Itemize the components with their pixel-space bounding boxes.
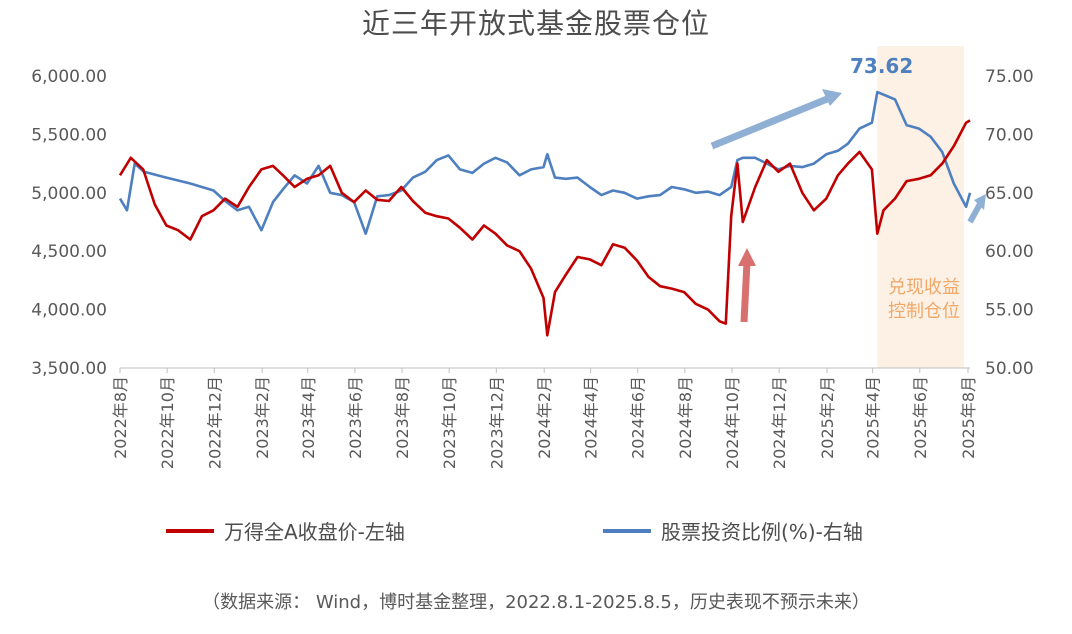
- legend-item-left: 万得全A收盘价-左轴: [166, 516, 405, 545]
- left-tick-label: 5,500.00: [31, 125, 107, 145]
- legend-label-right: 股票投资比例(%)-右轴: [661, 520, 863, 544]
- right-y-axis: 75.00 70.00 65.00 60.00 55.00 50.00: [985, 67, 1034, 379]
- x-tick-label: 2023年2月: [253, 376, 272, 459]
- x-tick-label: 2023年6月: [346, 376, 365, 459]
- trend-arrow-right-blue-head: [974, 194, 986, 210]
- x-tick-label: 2023年10月: [440, 376, 459, 469]
- left-tick-label: 5,000.00: [31, 184, 107, 204]
- x-tick-label: 2024年8月: [676, 376, 695, 459]
- left-tick-label: 4,500.00: [31, 242, 107, 262]
- source-note: （数据来源： Wind，博时基金整理，2022.8.1-2025.8.5，历史表…: [202, 592, 870, 613]
- left-tick-label: 4,000.00: [31, 301, 107, 321]
- left-tick-label: 6,000.00: [31, 67, 107, 87]
- x-tick-label: 2023年8月: [393, 376, 412, 459]
- annotation-arrows: [710, 89, 986, 323]
- left-y-axis: 6,000.00 5,500.00 5,000.00 4,500.00 4,000.00…: [31, 67, 107, 379]
- series-group: [118, 90, 972, 337]
- x-tick-label: 2024年12月: [770, 376, 789, 469]
- legend-label-left: 万得全A收盘价-左轴: [224, 520, 405, 544]
- legend-swatch-red: [166, 528, 214, 533]
- x-tick-label: 2023年4月: [299, 376, 318, 459]
- series-line-index: [118, 119, 971, 337]
- trend-arrow-up-blue-head: [822, 89, 842, 106]
- x-tick-label: 2022年10月: [158, 376, 177, 469]
- x-tick-label: 2025年4月: [864, 376, 883, 459]
- trend-arrow-up-red: [740, 261, 751, 323]
- x-tick-label: 2022年8月: [111, 376, 130, 459]
- legend-swatch-blue: [603, 528, 651, 533]
- x-tick-label: 2025年2月: [818, 376, 837, 459]
- right-tick-label: 70.00: [985, 125, 1034, 145]
- trend-arrow-up-blue: [710, 93, 834, 150]
- shaded-region: [877, 46, 964, 368]
- left-tick-label: 3,500.00: [31, 359, 107, 379]
- chart-title: 近三年开放式基金股票仓位: [361, 7, 710, 40]
- x-tick-label: 2022年12月: [205, 376, 224, 469]
- x-tick-label: 2024年4月: [582, 376, 601, 459]
- right-tick-label: 60.00: [985, 242, 1034, 262]
- series-line-equity-ratio: [118, 90, 972, 235]
- trend-arrow-up-red-head: [738, 248, 756, 266]
- right-tick-label: 65.00: [985, 184, 1034, 204]
- x-tick-label: 2025年8月: [959, 376, 978, 459]
- x-tick-label: 2025年6月: [911, 376, 930, 459]
- right-tick-label: 75.00: [985, 67, 1034, 87]
- right-tick-label: 55.00: [985, 301, 1034, 321]
- right-tick-label: 50.00: [985, 359, 1034, 379]
- x-tick-label: 2024年6月: [629, 376, 648, 459]
- peak-label: 73.62: [850, 54, 914, 78]
- x-tick-label: 2023年12月: [487, 376, 506, 469]
- x-tick-label: 2024年10月: [723, 376, 742, 469]
- legend-item-right: 股票投资比例(%)-右轴: [603, 516, 863, 545]
- trend-arrow-right-blue: [967, 202, 983, 224]
- shaded-region-label: 兑现收益控制仓位: [888, 277, 960, 322]
- x-axis: 2022年8月 2022年10月 2022年12月 2023年2月 2023年4月 202…: [111, 368, 978, 469]
- x-tick-label: 2024年2月: [535, 376, 554, 459]
